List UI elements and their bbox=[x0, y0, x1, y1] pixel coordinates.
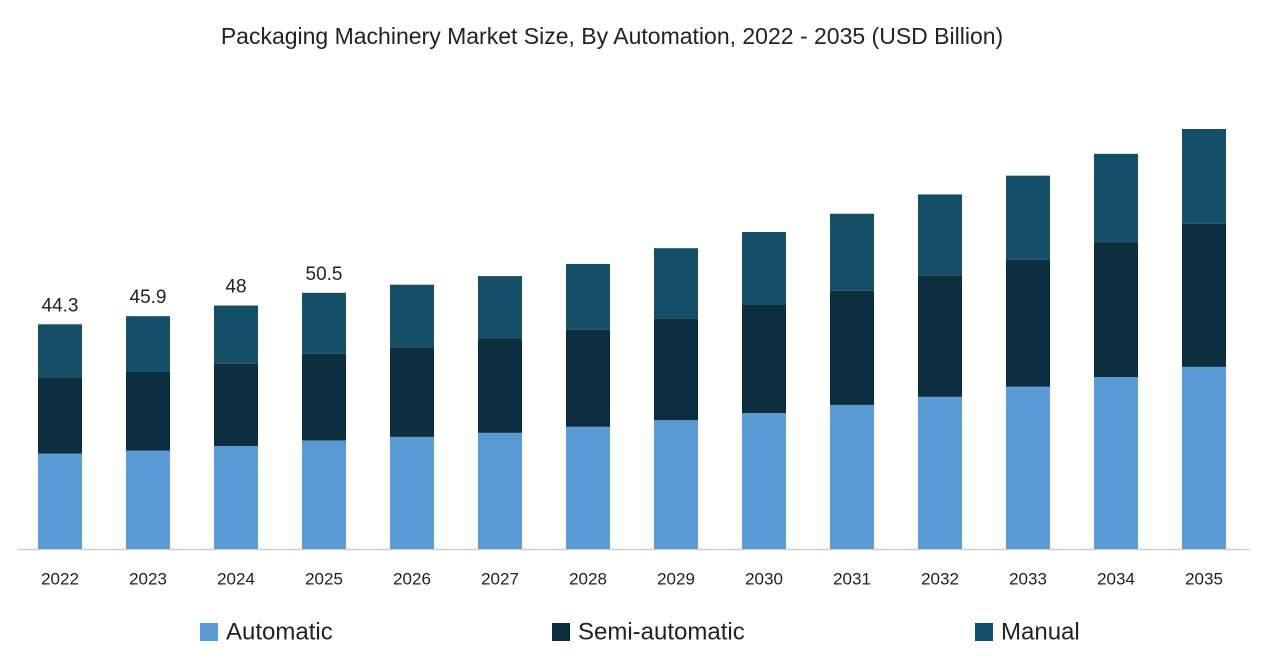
x-tick-label: 2032 bbox=[921, 569, 959, 588]
bar-segment bbox=[38, 324, 82, 378]
bar-segment bbox=[1006, 175, 1050, 260]
x-tick-label: 2022 bbox=[41, 569, 79, 588]
x-tick-label: 2035 bbox=[1185, 569, 1223, 588]
bar-segment bbox=[302, 292, 346, 354]
bar-segment bbox=[1182, 129, 1226, 224]
bar-segment bbox=[126, 371, 170, 451]
bar-segment bbox=[742, 305, 786, 414]
legend-label: Manual bbox=[1001, 618, 1080, 645]
bar-segment bbox=[302, 353, 346, 441]
bar-segment bbox=[214, 305, 258, 364]
bar-segment bbox=[566, 426, 610, 549]
x-tick-label: 2023 bbox=[129, 569, 167, 588]
bar-segment bbox=[1182, 223, 1226, 367]
bar-segment bbox=[918, 194, 962, 276]
total-label: 48 bbox=[225, 277, 246, 298]
x-tick-label: 2028 bbox=[569, 569, 607, 588]
x-tick-label: 2027 bbox=[481, 569, 519, 588]
bar-segment bbox=[1094, 242, 1138, 378]
bar-segment bbox=[478, 339, 522, 433]
bar-segment bbox=[830, 404, 874, 549]
bar-segment bbox=[654, 318, 698, 421]
legend-label: Semi-automatic bbox=[578, 618, 745, 645]
bar-segment bbox=[918, 275, 962, 397]
x-tick-label: 2026 bbox=[393, 569, 431, 588]
x-tick-label: 2024 bbox=[217, 569, 255, 588]
bar-segment bbox=[654, 248, 698, 319]
x-tick-label: 2034 bbox=[1097, 569, 1135, 588]
bar-segment bbox=[390, 284, 434, 348]
bar-segment bbox=[1094, 153, 1138, 243]
bar-segment bbox=[654, 420, 698, 549]
bar-segment bbox=[1006, 259, 1050, 387]
total-label: 50.5 bbox=[306, 264, 343, 285]
bar-segment bbox=[214, 363, 258, 447]
bar-segment bbox=[390, 347, 434, 437]
chart-title: Packaging Machinery Market Size, By Auto… bbox=[221, 23, 1003, 49]
x-tick-label: 2029 bbox=[657, 569, 695, 588]
bar-segment bbox=[126, 316, 170, 372]
bar-segment bbox=[214, 446, 258, 549]
bar-segment bbox=[390, 436, 434, 549]
bar-segment bbox=[1094, 377, 1138, 549]
bar-segment bbox=[1006, 386, 1050, 549]
total-label: 45.9 bbox=[130, 287, 167, 308]
bar-segment bbox=[478, 276, 522, 339]
total-label: 44.3 bbox=[42, 295, 79, 316]
bar-segment bbox=[478, 432, 522, 549]
bar-segment bbox=[742, 231, 786, 306]
x-tick-label: 2033 bbox=[1009, 569, 1047, 588]
bar-segment bbox=[830, 213, 874, 291]
bar-segment bbox=[918, 396, 962, 549]
bar-segment bbox=[566, 263, 610, 330]
x-tick-label: 2031 bbox=[833, 569, 871, 588]
bar-segment bbox=[742, 413, 786, 549]
legend-swatch bbox=[200, 623, 218, 641]
bar-segment bbox=[566, 329, 610, 427]
bar-segment bbox=[830, 290, 874, 405]
bar-segment bbox=[38, 377, 82, 454]
legend-swatch bbox=[975, 623, 993, 641]
x-tick-label: 2030 bbox=[745, 569, 783, 588]
legend-swatch bbox=[552, 623, 570, 641]
bar-segment bbox=[302, 440, 346, 549]
bar-segment bbox=[1182, 366, 1226, 549]
bar-segment bbox=[38, 453, 82, 549]
x-tick-label: 2025 bbox=[305, 569, 343, 588]
legend-label: Automatic bbox=[226, 618, 333, 645]
bar-segment bbox=[126, 450, 170, 549]
